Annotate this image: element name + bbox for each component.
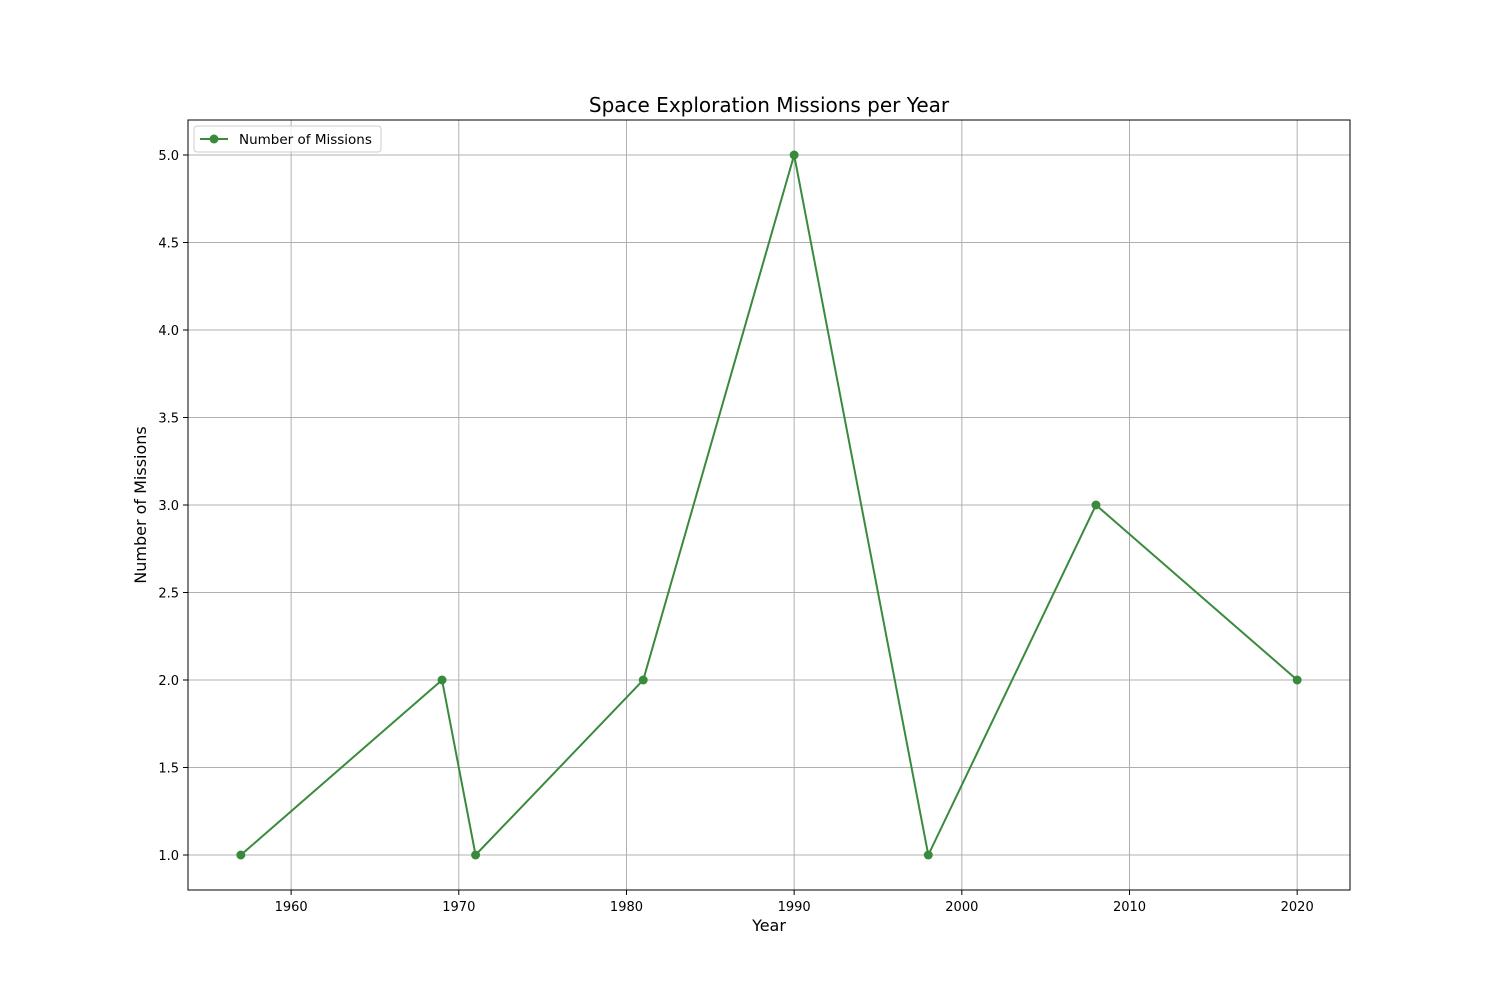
- y-axis-label: Number of Missions: [131, 426, 150, 584]
- data-point: [789, 150, 799, 160]
- y-tick-label: 3.5: [158, 412, 179, 427]
- legend-entry-label: Number of Missions: [239, 132, 372, 148]
- data-point: [1292, 675, 1302, 685]
- x-tick-label: 2020: [1281, 900, 1314, 915]
- data-point: [437, 675, 447, 685]
- x-tick-label: 2010: [1113, 900, 1146, 915]
- y-axis-ticks: 1.0 1.5 2.0 2.5 3.0 3.5 4.0 4.5 5.0: [158, 149, 188, 864]
- legend-marker-swatch: [209, 134, 219, 144]
- y-tick-label: 2.0: [158, 674, 179, 689]
- legend: Number of Missions: [193, 125, 382, 153]
- x-tick-label: 1960: [275, 900, 308, 915]
- data-point: [1091, 500, 1101, 510]
- y-tick-label: 3.0: [158, 499, 179, 514]
- y-tick-label: 1.5: [158, 762, 179, 777]
- y-tick-label: 2.5: [158, 587, 179, 602]
- y-tick-label: 1.0: [158, 849, 179, 864]
- y-tick-label: 5.0: [158, 149, 179, 164]
- y-tick-label: 4.5: [158, 237, 179, 252]
- data-point: [638, 675, 648, 685]
- x-tick-label: 2000: [945, 900, 978, 915]
- x-tick-label: 1990: [778, 900, 811, 915]
- x-axis-ticks: 1960 1970 1980 1990 2000 2010 2020: [275, 890, 1314, 915]
- chart-title: Space Exploration Missions per Year: [589, 93, 950, 117]
- x-tick-label: 1970: [442, 900, 475, 915]
- series-layer: [236, 150, 1302, 860]
- x-tick-label: 1980: [610, 900, 643, 915]
- y-tick-label: 4.0: [158, 324, 179, 339]
- data-point: [923, 850, 933, 860]
- legend-box: [193, 125, 382, 153]
- x-axis-label: Year: [751, 916, 786, 935]
- data-point: [471, 850, 481, 860]
- data-point: [236, 850, 246, 860]
- series-line: [240, 154, 1298, 859]
